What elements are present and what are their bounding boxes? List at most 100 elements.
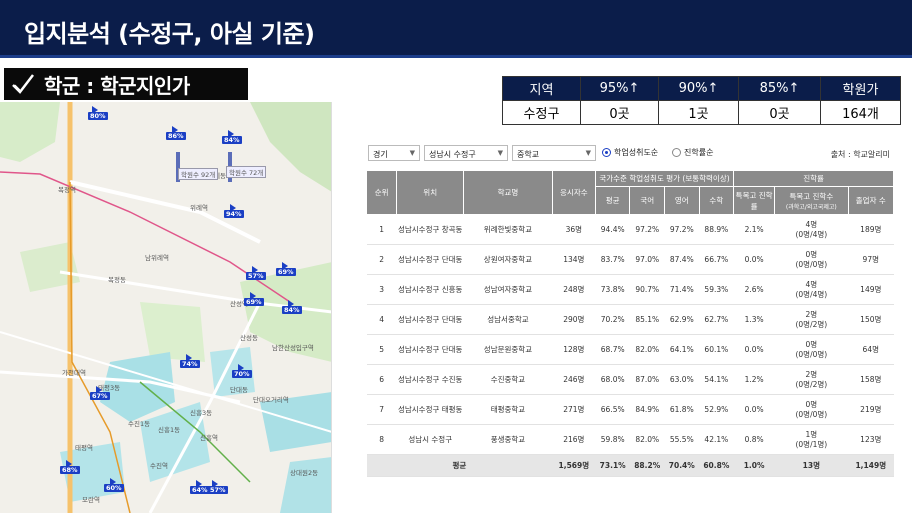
school-rate-badge[interactable]: 69% [276, 268, 296, 276]
avg-eng: 70.4% [664, 454, 700, 477]
school-rate-badge[interactable]: 94% [224, 210, 244, 218]
summary-header: 90%↑ [658, 76, 739, 101]
school-rate-badge[interactable]: 74% [180, 360, 200, 368]
chevron-down-icon: ▼ [585, 149, 591, 157]
header-school[interactable]: 학교명 [463, 170, 553, 215]
header-location[interactable]: 위치 [396, 170, 465, 215]
cell-school: 성남서중학교 [463, 304, 553, 335]
cell-students: 290명 [552, 304, 596, 335]
school-rate-badge[interactable]: 84% [282, 306, 302, 314]
header-special-count[interactable]: 특목고 진학수 (과학고/외고국제고) [774, 186, 849, 215]
table-row[interactable]: 6 성남시수정구 수진동 수진중학교 246명 68.0% 87.0% 63.0% 54.1%… [366, 364, 894, 395]
table-row[interactable]: 8 성남시 수정구 풍생중학교 216명 59.8% 82.0% 55.5% 42.1% 0.8… [366, 424, 894, 455]
school-rate-badge[interactable]: 60% [104, 484, 124, 492]
cell-eng: 97.2% [664, 214, 700, 245]
school-flag-icon [66, 460, 72, 468]
school-rate-badge[interactable]: 69% [244, 298, 264, 306]
avg-count: 13명 [774, 454, 849, 477]
table-row[interactable]: 4 성남시수정구 단대동 성남서중학교 290명 70.2% 85.1% 62.9% 62.7… [366, 304, 894, 335]
cell-loc: 성남시수정구 창곡동 [396, 214, 464, 245]
school-rate-badge[interactable]: 86% [166, 132, 186, 140]
cell-school: 성남문원중학교 [463, 334, 553, 365]
cell-kor: 84.9% [629, 394, 665, 425]
cell-math: 88.9% [699, 214, 734, 245]
school-rate-badge[interactable]: 70% [232, 370, 252, 378]
cell-students: 246명 [552, 364, 596, 395]
district-select[interactable]: 성남시 수정구 ▼ [424, 145, 508, 161]
school-rate-badge[interactable]: 84% [222, 136, 242, 144]
cell-students: 271명 [552, 394, 596, 425]
radio-unselected-icon [672, 148, 681, 157]
cell-count-value: 2명 [805, 369, 818, 379]
cell-rank: 1 [366, 214, 397, 245]
cell-kor: 90.7% [629, 274, 665, 305]
table-row[interactable]: 5 성남시수정구 단대동 성남문원중학교 128명 68.7% 82.0% 64.1% 60.… [366, 334, 894, 365]
map-label-area: 복정동 [108, 276, 126, 284]
cell-math: 62.7% [699, 304, 734, 335]
cell-avg: 68.0% [595, 364, 630, 395]
school-rate-badge[interactable]: 80% [88, 112, 108, 120]
avg-math: 60.8% [699, 454, 734, 477]
table-row[interactable]: 1 성남시수정구 창곡동 위례한빛중학교 36명 94.4% 97.2% 97.2% 88.9… [366, 214, 894, 245]
summary-cell: 0곳 [580, 100, 659, 125]
cell-count-sub: (0명/0명) [795, 259, 828, 269]
header-rank[interactable]: 순위 [365, 170, 398, 215]
title-underline [0, 55, 912, 58]
region-select[interactable]: 경기 ▼ [368, 145, 420, 161]
cell-count: 4명 (0명/4명) [774, 274, 849, 305]
cell-kor: 85.1% [629, 304, 665, 335]
table-row[interactable]: 7 성남시수정구 태평동 태평중학교 271명 66.5% 84.9% 61.8% 52.9%… [366, 394, 894, 425]
cell-rate: 0.0% [733, 334, 775, 365]
school-ranking-table: 순위 위치 학교명 응시자수 국가수준 학업성취도 평가 (보통학력이상) 진학… [365, 170, 895, 477]
table-row[interactable]: 3 성남시수정구 신흥동 성남여자중학교 248명 73.8% 90.7% 71.4% 59.… [366, 274, 894, 305]
cell-rank: 6 [366, 364, 397, 395]
map-label-station: 수진역 [150, 462, 168, 470]
table-row[interactable]: 2 성남시수정구 단대동 상원여자중학교 134명 83.7% 97.0% 87.4% 66.… [366, 244, 894, 275]
header-kor[interactable]: 국어 [629, 186, 666, 215]
cell-loc: 성남시수정구 태평동 [396, 394, 464, 425]
school-rate-badge[interactable]: 57% [208, 486, 228, 494]
filter-bar: 경기 ▼ 성남시 수정구 ▼ 중학교 ▼ 학업성취도순 진학률순 출처 : 학교알리미 [366, 142, 894, 162]
school-flag-icon [92, 106, 98, 114]
check-icon [12, 74, 34, 94]
radio-advance[interactable]: 진학률순 [672, 147, 713, 158]
school-rate-badge[interactable]: 68% [60, 466, 80, 474]
header-avg[interactable]: 평균 [594, 186, 631, 215]
school-rate-badge[interactable]: 64% [190, 486, 210, 494]
header-grads[interactable]: 졸업자 수 [847, 186, 895, 215]
summary-header: 학원가 [820, 76, 901, 101]
chevron-down-icon: ▼ [497, 149, 503, 157]
summary-header: 85%↑ [738, 76, 821, 101]
map-label-station: 남위례역 [145, 254, 169, 262]
header-students[interactable]: 응시자수 [551, 170, 596, 215]
summary-cell: 1곳 [658, 100, 739, 125]
cell-grads: 189명 [848, 214, 894, 245]
cell-students: 216명 [552, 424, 596, 455]
cell-eng: 63.0% [664, 364, 700, 395]
cell-students: 134명 [552, 244, 596, 275]
cell-math: 54.1% [699, 364, 734, 395]
cell-school: 성남여자중학교 [463, 274, 553, 305]
map-label-area: 상대원2동 [290, 469, 319, 477]
summary-header: 95%↑ [580, 76, 659, 101]
header-eng[interactable]: 영어 [664, 186, 700, 215]
school-rate-badge[interactable]: 57% [246, 272, 266, 280]
cell-count: 2명 (0명/2명) [774, 364, 849, 395]
school-type-select[interactable]: 중학교 ▼ [512, 145, 596, 161]
cell-count: 4명 (0명/4명) [774, 214, 849, 245]
cell-avg: 59.8% [595, 424, 630, 455]
cell-math: 66.7% [699, 244, 734, 275]
cell-count-value: 0명 [805, 249, 818, 259]
school-district-map[interactable]: 복정역 위례역 남위례역 산성역 남한산성입구역 신흥역 단대오거리역 수진역 … [0, 102, 332, 513]
cell-rank: 3 [366, 274, 397, 305]
cell-rank: 4 [366, 304, 397, 335]
header-math[interactable]: 수학 [698, 186, 735, 215]
slide-title-bar: 입지분석 (수정구, 아실 기준) [0, 0, 912, 58]
cell-count: 0명 (0명/0명) [774, 244, 849, 275]
radio-achievement[interactable]: 학업성취도순 [602, 147, 658, 158]
cell-grads: 219명 [848, 394, 894, 425]
academy-count-badge: 학원수 72개 [226, 166, 267, 178]
school-rate-badge[interactable]: 67% [90, 392, 110, 400]
cell-count-sub: (0명/0명) [795, 349, 828, 359]
header-special-rate[interactable]: 특목고 진학률 [733, 186, 776, 215]
